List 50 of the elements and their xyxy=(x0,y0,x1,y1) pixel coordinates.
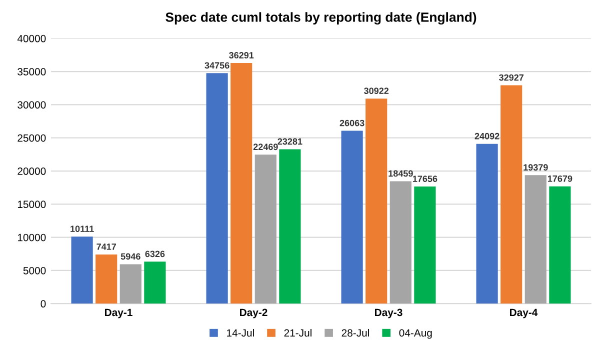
data-label: 24092 xyxy=(474,132,500,140)
data-label: 32927 xyxy=(499,74,524,81)
bar xyxy=(549,186,571,304)
data-label: 19379 xyxy=(524,164,548,171)
bar xyxy=(500,85,522,304)
data-label: 23281 xyxy=(278,138,302,145)
y-tick-label: 5000 xyxy=(23,266,46,274)
x-tick-label: Day-3 xyxy=(375,308,402,318)
y-tick-label: 0 xyxy=(40,300,46,308)
data-label: 17679 xyxy=(548,175,572,182)
data-label: 36291 xyxy=(229,52,254,58)
bar xyxy=(206,73,228,304)
x-tick-label: Day-2 xyxy=(240,308,268,318)
bar xyxy=(254,154,276,304)
data-label: 30922 xyxy=(364,88,389,94)
bar xyxy=(96,254,118,304)
y-tick-label: 25000 xyxy=(18,134,46,142)
chart-title: Spec date cuml totals by reporting date (England) xyxy=(166,12,476,25)
bar xyxy=(414,186,436,304)
bar xyxy=(279,149,301,304)
bar xyxy=(341,130,363,304)
bar xyxy=(230,62,252,304)
legend-label: 21-Jul xyxy=(284,328,312,337)
bar xyxy=(366,98,388,304)
legend-label: 28-Jul xyxy=(342,328,369,337)
bar xyxy=(390,181,412,304)
data-label: 34756 xyxy=(204,62,230,69)
data-label: 5946 xyxy=(120,253,140,260)
y-tick-label: 15000 xyxy=(18,200,46,208)
bar xyxy=(524,175,546,304)
bar xyxy=(120,264,142,304)
x-tick-label: Day-1 xyxy=(105,308,132,318)
bar xyxy=(144,262,166,304)
data-label: 7417 xyxy=(96,244,116,250)
y-tick-label: 30000 xyxy=(18,101,46,109)
data-label: 22469 xyxy=(253,144,278,150)
legend-label: 04-Aug xyxy=(399,329,432,339)
bar xyxy=(71,236,93,304)
data-label: 26063 xyxy=(340,120,364,126)
y-tick-label: 40000 xyxy=(17,34,46,42)
y-tick-label: 35000 xyxy=(18,68,46,76)
data-label: 10111 xyxy=(70,226,94,232)
bar xyxy=(476,144,498,304)
data-label: 6326 xyxy=(145,250,165,258)
data-label: 18459 xyxy=(388,170,413,177)
legend-label: 14-Jul xyxy=(227,328,254,337)
y-tick-label: 10000 xyxy=(18,234,46,242)
data-label: 17656 xyxy=(412,176,438,182)
y-tick-label: 20000 xyxy=(18,168,46,175)
x-tick-label: Day-4 xyxy=(510,308,538,318)
